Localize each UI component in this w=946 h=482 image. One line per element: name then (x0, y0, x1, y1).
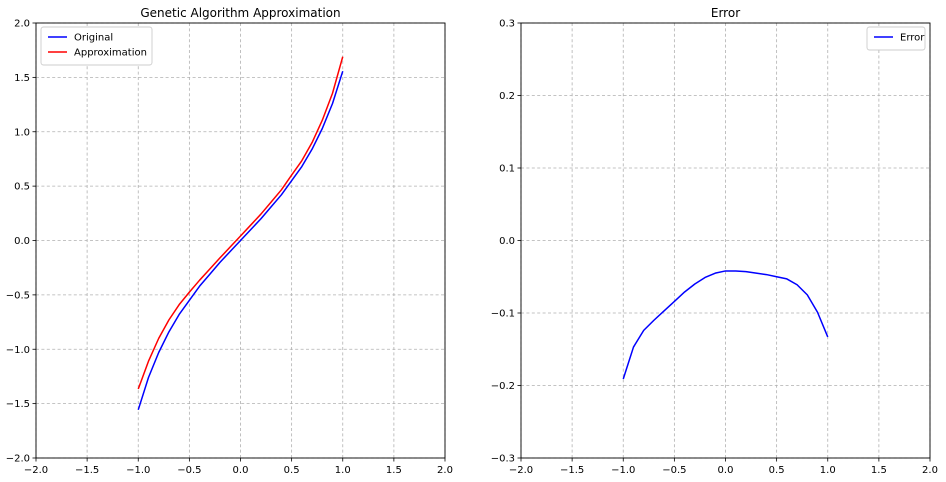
error-y-tick-label: 0.1 (499, 164, 515, 175)
approximation-legend: Original Approximation (40, 26, 153, 66)
approximation-series-line-1 (137, 56, 344, 390)
error-chart-title: Error (711, 6, 740, 20)
approximation-x-tick-label: −0.5 (177, 465, 201, 476)
error-x-tick-label: 0.0 (718, 465, 734, 476)
error-y-tick-label: 0.2 (499, 91, 515, 102)
approximation-axes-frame (35, 22, 446, 459)
approximation-legend-label-0: Original (74, 33, 113, 44)
approximation-legend-box (40, 26, 153, 66)
error-legend-box (866, 26, 926, 51)
approximation-series-line-0 (137, 70, 344, 411)
error-chart: −2.0 −1.5 −1.0 −0.5 0.0 0.5 1.0 1.5 2.0 −0.3 −0.2 −… (491, 6, 938, 476)
approximation-x-tick-label: −2.0 (24, 465, 48, 476)
approximation-chart: −2.0 −1.5 −1.0 −0.5 0.0 0.5 1.0 1.5 2.0 −2.0 −1.5 −… (6, 6, 453, 476)
error-x-tick-label: 1.5 (871, 465, 887, 476)
error-legend: Error (866, 26, 926, 51)
error-x-tick-label: −1.0 (611, 465, 635, 476)
approximation-chart-title: Genetic Algorithm Approximation (140, 6, 340, 20)
approximation-x-tick-label: 0.0 (233, 465, 249, 476)
approximation-x-tick-label: 1.5 (386, 465, 402, 476)
error-x-tick-label: −1.5 (560, 465, 584, 476)
approximation-x-tick-label: 2.0 (437, 465, 453, 476)
error-y-tick-label: −0.1 (491, 309, 515, 320)
error-x-tick-label: 0.5 (769, 465, 785, 476)
approximation-y-tick-label: 1.0 (14, 127, 30, 138)
approximation-y-tick-label: 1.5 (14, 73, 30, 84)
error-x-tick-label: −2.0 (509, 465, 533, 476)
approximation-y-tick-label: 0.5 (14, 182, 30, 193)
approximation-legend-label-1: Approximation (74, 48, 147, 59)
approximation-x-tick-label: −1.5 (75, 465, 99, 476)
approximation-x-tick-label: 1.0 (335, 465, 351, 476)
error-x-tick-label: 2.0 (922, 465, 938, 476)
error-y-tick-label: −0.3 (491, 454, 515, 465)
approximation-y-tick-label: 2.0 (14, 19, 30, 30)
approximation-y-tick-label: −1.0 (6, 345, 30, 356)
approximation-y-tick-label: −2.0 (6, 454, 30, 465)
error-series-line-0 (622, 270, 829, 380)
error-axes-frame (520, 22, 931, 459)
error-x-tick-label: 1.0 (820, 465, 836, 476)
error-legend-label-0: Error (900, 33, 925, 44)
error-y-tick-label: 0.0 (499, 236, 515, 247)
error-x-tick-label: −0.5 (662, 465, 686, 476)
approximation-x-tick-label: 0.5 (284, 465, 300, 476)
error-y-tick-label: 0.3 (499, 19, 515, 30)
approximation-x-tick-label: −1.0 (126, 465, 150, 476)
approximation-y-tick-label: −1.5 (6, 399, 30, 410)
approximation-y-tick-label: 0.0 (14, 236, 30, 247)
error-y-tick-label: −0.2 (491, 381, 515, 392)
approximation-y-tick-label: −0.5 (6, 290, 30, 301)
